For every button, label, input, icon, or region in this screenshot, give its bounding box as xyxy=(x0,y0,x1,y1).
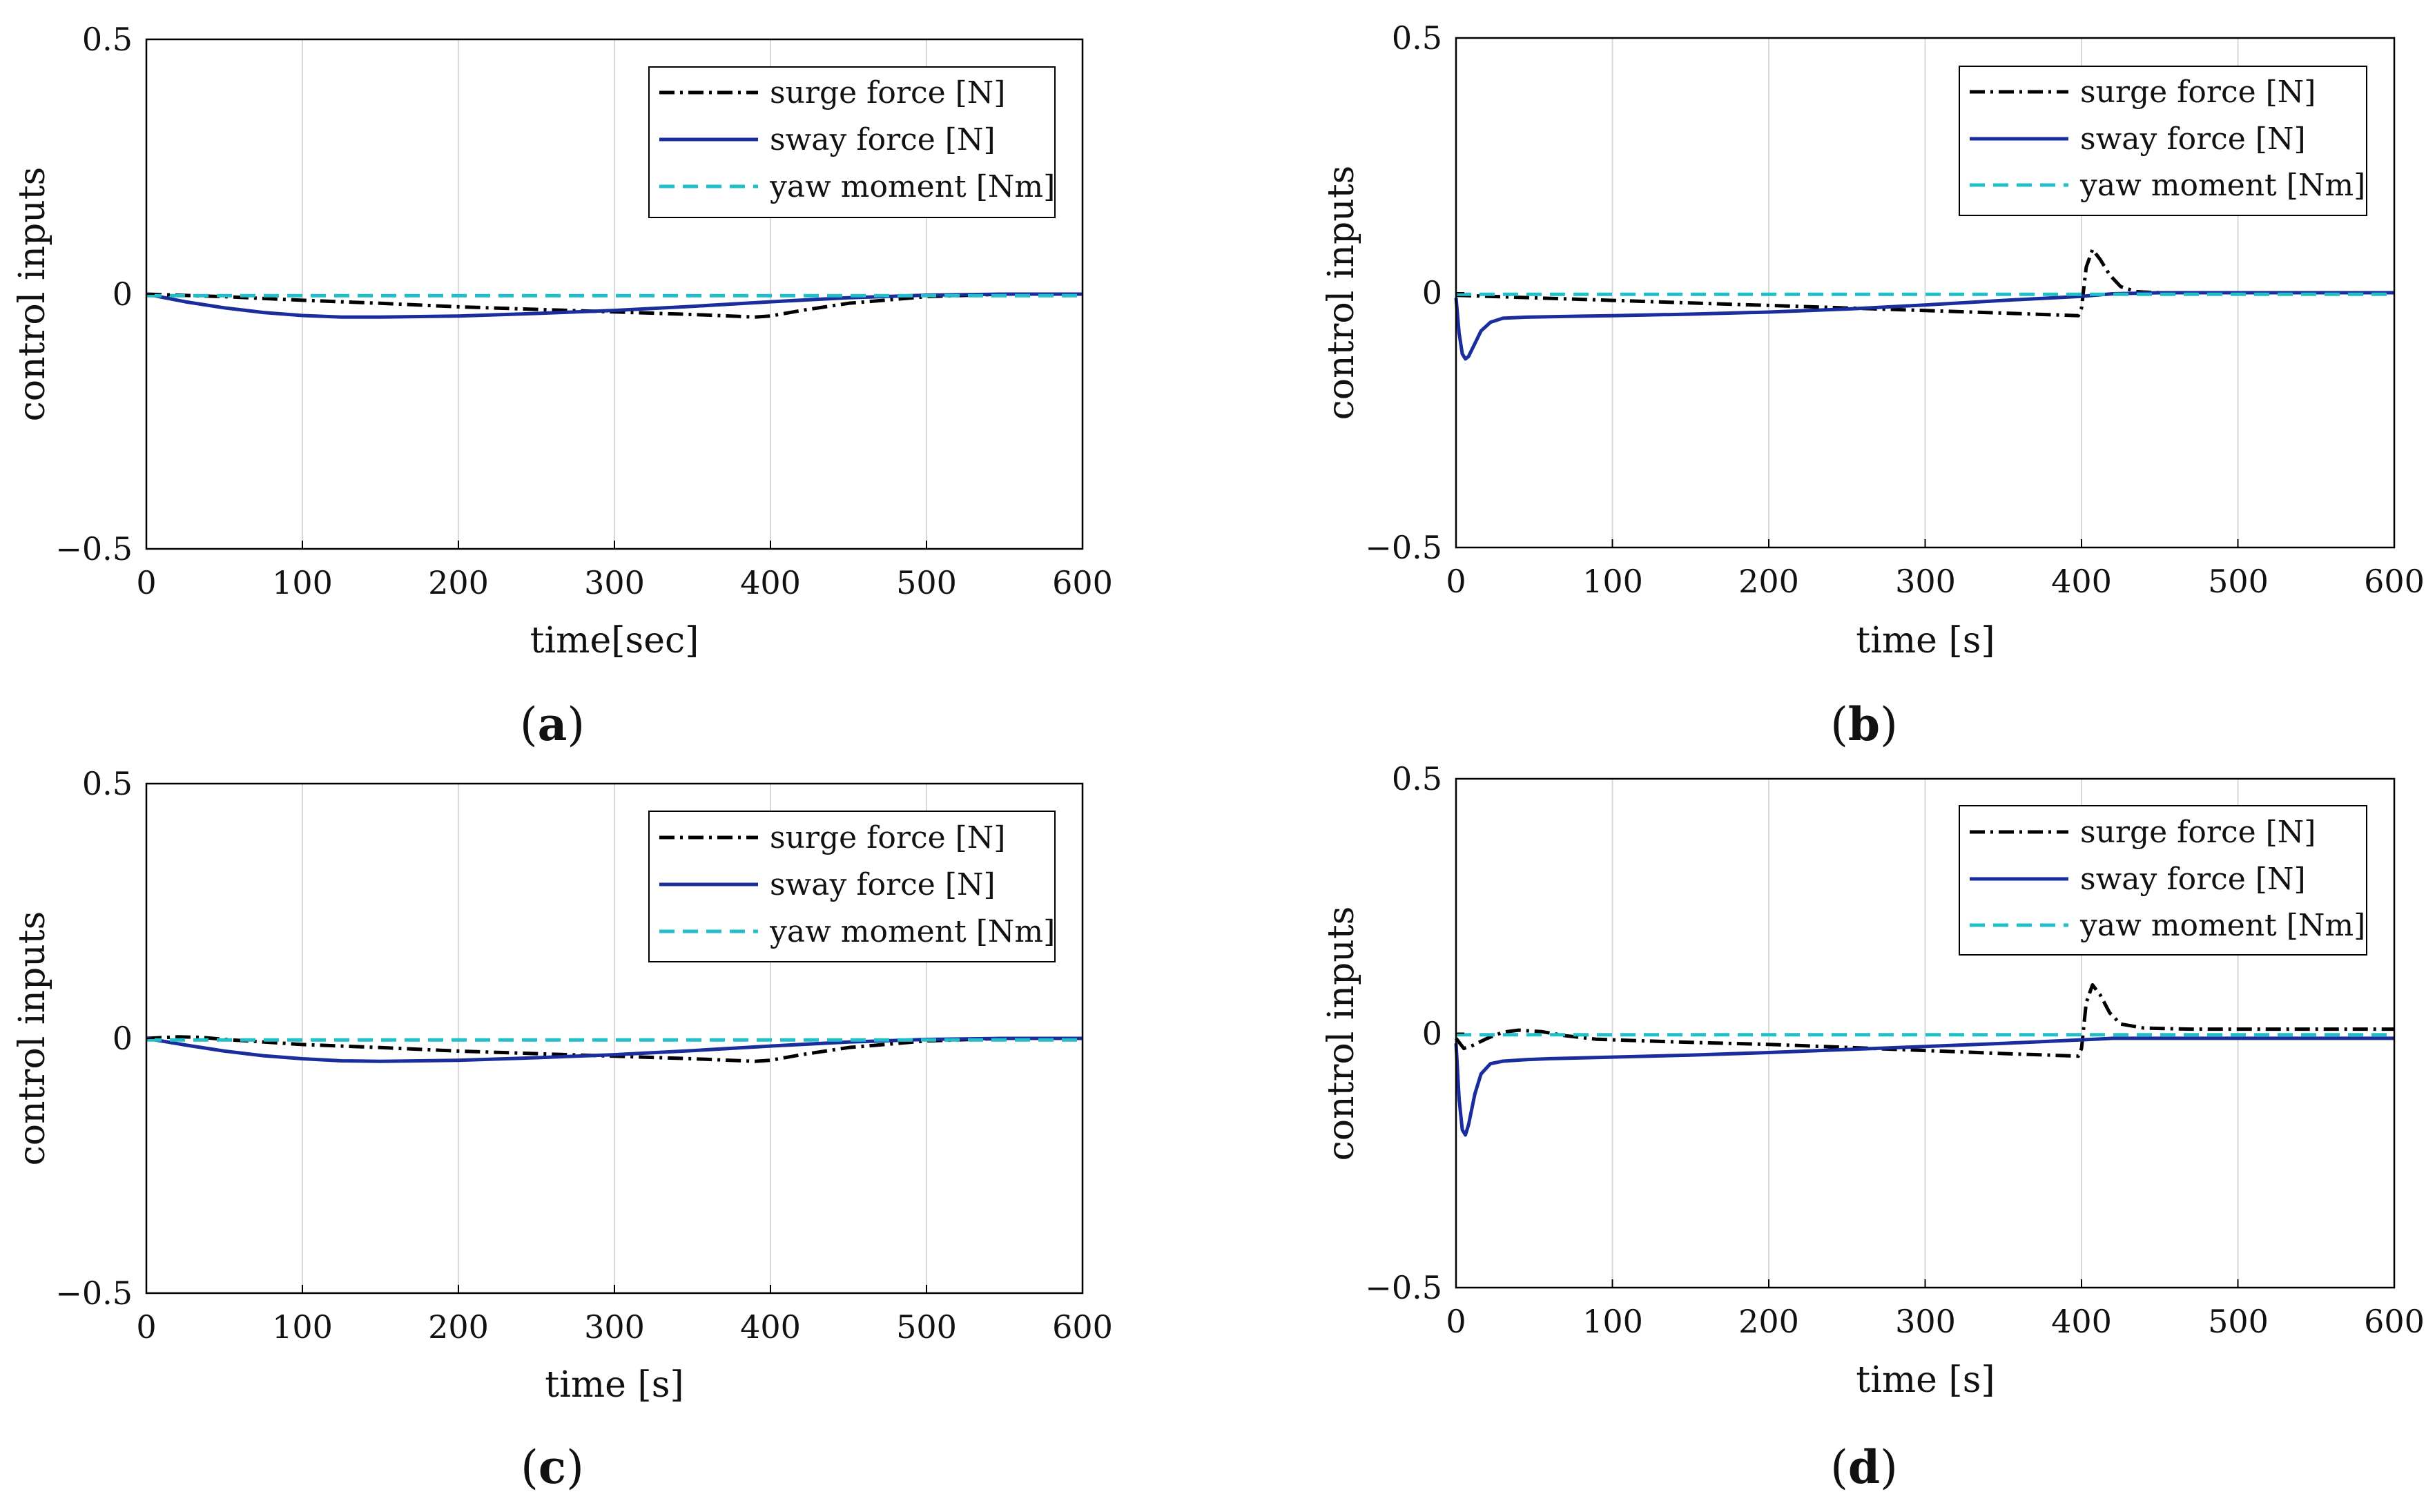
x-tick-label: 300 xyxy=(584,1308,645,1346)
legend-label-yaw: yaw moment [Nm] xyxy=(2079,908,2365,943)
legend-label-sway: sway force [N] xyxy=(770,122,996,157)
legend-box xyxy=(648,811,1056,962)
chart-d: 0 100 200 300 400 500 600 0.5 0 −0.5 tim… xyxy=(1321,760,2425,1494)
y-tick-label: 0.5 xyxy=(1392,760,1442,797)
y-axis-label: control inputs xyxy=(12,167,53,422)
x-tick-label: 500 xyxy=(2208,563,2269,600)
legend-label-surge: surge force [N] xyxy=(770,820,1005,855)
chart-c: 0 100 200 300 400 500 600 0.5 0 −0.5 tim… xyxy=(12,765,1113,1494)
x-tick-label: 400 xyxy=(2051,1303,2112,1340)
chart-panel-a: 0 100 200 300 400 500 600 0.5 0 −0.5 tim… xyxy=(0,0,1218,756)
series-line-sway xyxy=(1454,1036,2394,1137)
legend-label-sway: sway force [N] xyxy=(770,867,996,902)
y-axis-label: control inputs xyxy=(12,911,53,1166)
y-tick-label: −0.5 xyxy=(55,530,133,568)
y-tick-label: 0 xyxy=(1422,1015,1442,1052)
x-tick-label: 100 xyxy=(1582,563,1643,600)
x-tick-label: 100 xyxy=(1582,1303,1643,1340)
y-tick-label: 0 xyxy=(113,275,133,313)
caption-c: (c) xyxy=(521,1440,584,1494)
x-tick-label: 600 xyxy=(1052,1308,1113,1346)
chart-panel-c: 0 100 200 300 400 500 600 0.5 0 −0.5 tim… xyxy=(0,756,1218,1512)
x-tick-label: 200 xyxy=(428,564,489,601)
ticks-d xyxy=(1455,778,2395,1288)
x-axis-label: time [s] xyxy=(545,1364,683,1406)
y-axis-label: control inputs xyxy=(1321,166,1362,420)
x-tick-label: 100 xyxy=(272,1308,333,1346)
x-tick-label: 0 xyxy=(1446,563,1466,600)
x-tick-label: 400 xyxy=(2051,563,2112,600)
series-d xyxy=(1454,983,2394,1137)
x-tick-label: 0 xyxy=(136,564,156,601)
chart-panel-b: 0 100 200 300 400 500 600 0.5 0 −0.5 tim… xyxy=(1218,0,2435,756)
x-tick-label: 600 xyxy=(2364,1303,2425,1340)
x-tick-label: 300 xyxy=(584,564,645,601)
ticks-b xyxy=(1455,37,2395,548)
legend-box xyxy=(1959,66,2367,216)
y-tick-label: 0.5 xyxy=(82,765,133,802)
x-tick-label: 100 xyxy=(272,564,333,601)
ticks-c xyxy=(146,783,1083,1294)
x-tick-label: 0 xyxy=(136,1308,156,1346)
caption-d: (d) xyxy=(1830,1440,1898,1494)
x-tick-label: 0 xyxy=(1446,1303,1466,1340)
legend-label-yaw: yaw moment [Nm] xyxy=(2079,168,2365,203)
y-axis-label: control inputs xyxy=(1321,907,1362,1161)
y-tick-label: −0.5 xyxy=(55,1274,133,1312)
legend-box xyxy=(648,66,1056,218)
legend-label-yaw: yaw moment [Nm] xyxy=(769,169,1055,204)
x-tick-label: 500 xyxy=(896,564,957,601)
y-tick-label: 0 xyxy=(1422,274,1442,311)
series-line-surge xyxy=(146,292,1083,319)
x-tick-label: 500 xyxy=(2208,1303,2269,1340)
x-tick-label: 500 xyxy=(896,1308,957,1346)
chart-a: 0 100 200 300 400 500 600 0.5 0 −0.5 tim… xyxy=(12,21,1113,751)
series-c xyxy=(146,1035,1083,1063)
y-tick-label: 0 xyxy=(113,1020,133,1057)
x-tick-label: 200 xyxy=(1738,563,1799,600)
x-tick-label: 600 xyxy=(1052,564,1113,601)
legend-b: surge force [N] sway force [N] yaw momen… xyxy=(1959,66,2367,216)
y-tick-label: −0.5 xyxy=(1365,1269,1442,1306)
ticks-a xyxy=(146,39,1083,550)
series-a xyxy=(146,292,1083,319)
chart-b: 0 100 200 300 400 500 600 0.5 0 −0.5 tim… xyxy=(1321,19,2425,751)
legend-a: surge force [N] sway force [N] yaw momen… xyxy=(648,66,1056,218)
legend-label-surge: surge force [N] xyxy=(770,75,1005,110)
y-tick-label: 0.5 xyxy=(1392,19,1442,57)
legend-label-surge: surge force [N] xyxy=(2080,815,2316,850)
legend-c: surge force [N] sway force [N] yaw momen… xyxy=(648,811,1056,962)
caption-b: (b) xyxy=(1830,697,1898,751)
x-axis-label: time [s] xyxy=(1856,620,1995,661)
chart-panel-d: 0 100 200 300 400 500 600 0.5 0 −0.5 tim… xyxy=(1218,756,2435,1512)
x-tick-label: 300 xyxy=(1895,1303,1956,1340)
caption-a: (a) xyxy=(520,697,585,751)
x-axis-label: time [s] xyxy=(1856,1359,1995,1401)
x-tick-label: 200 xyxy=(428,1308,489,1346)
legend-label-sway: sway force [N] xyxy=(2080,122,2306,157)
legend-d: surge force [N] sway force [N] yaw momen… xyxy=(1959,805,2367,956)
x-tick-label: 400 xyxy=(740,1308,801,1346)
x-tick-label: 200 xyxy=(1738,1303,1799,1340)
legend-label-sway: sway force [N] xyxy=(2080,862,2306,897)
series-b xyxy=(1454,247,2394,361)
x-tick-label: 400 xyxy=(740,564,801,601)
y-tick-label: 0.5 xyxy=(82,21,133,58)
legend-label-surge: surge force [N] xyxy=(2080,75,2316,110)
x-tick-label: 300 xyxy=(1895,563,1956,600)
x-tick-label: 600 xyxy=(2364,563,2425,600)
legend-label-yaw: yaw moment [Nm] xyxy=(769,914,1055,949)
x-axis-label: time[sec] xyxy=(530,620,699,661)
y-tick-label: −0.5 xyxy=(1365,529,1442,566)
